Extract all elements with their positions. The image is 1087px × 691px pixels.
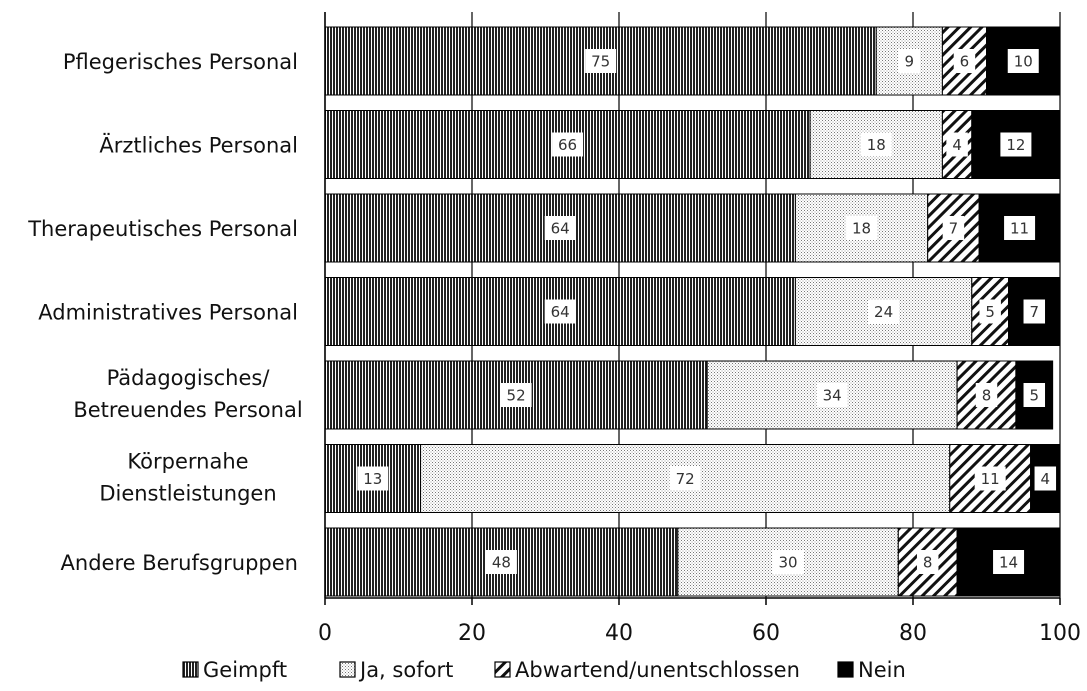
value-label-1-3: 6	[960, 53, 970, 71]
value-label-2-1: 66	[558, 136, 577, 154]
value-label-1-1: 75	[591, 53, 610, 71]
x-tick-label-20: 20	[458, 621, 486, 646]
value-label-5-2: 34	[823, 387, 842, 405]
value-label-box-6-1	[357, 466, 389, 491]
value-label-2-4: 12	[1006, 136, 1025, 154]
value-label-box-7-3	[916, 550, 939, 574]
value-label-7-1: 48	[492, 554, 511, 572]
value-label-6-3: 11	[981, 470, 1000, 488]
category-label-1: Pflegerisches Personal	[63, 50, 298, 74]
x-tick-label-60: 60	[752, 621, 780, 646]
value-label-4-4: 7	[1030, 303, 1040, 321]
value-label-box-2-3	[946, 132, 968, 157]
value-label-box-3-2	[846, 216, 878, 240]
value-label-6-4: 4	[1041, 470, 1051, 488]
value-label-box-4-1	[544, 299, 576, 324]
value-label-6-1: 13	[363, 470, 382, 488]
value-label-box-1-3	[953, 49, 976, 73]
value-label-7-3: 8	[923, 554, 933, 572]
category-label-4: Administratives Personal	[38, 301, 298, 325]
value-label-box-7-2	[772, 550, 804, 574]
bar-segment-1-1	[324, 26, 877, 96]
category-label-3: Therapeutisches Personal	[27, 217, 298, 241]
category-label-6-line-1: Körpernahe	[127, 450, 248, 474]
value-label-3-1: 64	[551, 220, 570, 238]
x-tick-label-100: 100	[1039, 621, 1081, 646]
value-label-box-6-2	[669, 466, 701, 491]
legend-swatch-4	[837, 661, 854, 678]
value-label-4-2: 24	[874, 303, 893, 321]
x-tick-label-40: 40	[605, 621, 633, 646]
legend-swatch-3	[494, 661, 511, 678]
category-labels: Pflegerisches Personal Ärztliches Persona…	[27, 50, 302, 575]
category-label-6-line-2: Dienstleistungen	[99, 482, 276, 506]
value-label-4-1: 64	[551, 303, 570, 321]
value-label-box-1-1	[585, 49, 617, 73]
value-label-box-5-1	[500, 383, 532, 407]
value-label-5-3: 8	[982, 387, 992, 405]
value-label-box-3-3	[942, 216, 965, 240]
legend-swatch-2	[339, 661, 356, 678]
value-label-7-2: 30	[779, 554, 798, 572]
category-label-5-line-1: Pädagogisches/	[107, 366, 271, 390]
value-label-5-1: 52	[507, 387, 526, 405]
x-tick-label-0: 0	[318, 621, 332, 646]
legend-label-1: Geimpft	[203, 658, 287, 682]
value-label-2-2: 18	[867, 136, 886, 154]
value-label-6-2: 72	[676, 470, 695, 488]
value-label-box-4-2	[868, 299, 900, 324]
value-label-5-4: 5	[1030, 387, 1040, 405]
value-label-box-3-1	[544, 216, 576, 240]
value-label-box-5-2	[816, 383, 848, 407]
value-label-box-3-4	[1004, 216, 1036, 240]
value-label-box-2-2	[860, 132, 892, 157]
value-label-1-4: 10	[1014, 53, 1033, 71]
legend-label-4: Nein	[858, 658, 906, 682]
value-label-3-3: 7	[949, 220, 959, 238]
value-label-box-7-4	[993, 550, 1025, 574]
category-label-5-line-2: Betreuendes Personal	[73, 398, 302, 422]
value-label-box-6-3	[974, 466, 1006, 491]
value-label-4-3: 5	[985, 303, 995, 321]
value-label-box-4-3	[979, 299, 1001, 324]
category-label-2: Ärztliches Personal	[99, 133, 298, 158]
value-label-box-2-4	[1000, 132, 1032, 157]
x-tick-label-80: 80	[899, 621, 927, 646]
legend-swatch-1	[182, 661, 199, 678]
value-label-box-2-1	[552, 132, 584, 157]
value-label-3-4: 11	[1010, 220, 1029, 238]
value-label-box-5-3	[975, 383, 998, 407]
value-label-box-5-4	[1023, 383, 1046, 407]
value-label-1-2: 9	[905, 53, 915, 71]
legend: Geimpft Ja, sofort Abwartend/unentschlosse…	[182, 658, 906, 682]
value-label-2-3: 4	[952, 136, 962, 154]
value-label-box-6-4	[1034, 466, 1057, 491]
value-label-3-2: 18	[852, 220, 871, 238]
legend-label-2: Ja, sofort	[358, 658, 453, 682]
legend-label-3: Abwartend/unentschlossen	[515, 658, 800, 682]
value-label-box-1-4	[1007, 49, 1039, 73]
value-label-box-4-4	[1023, 299, 1046, 324]
bars: 75 9 6 10 66 18 4 12 64 18 7 11 64 24 5 7 52 34 8 5 13 72 11 4 4…	[324, 26, 1061, 597]
value-label-box-1-2	[898, 49, 921, 73]
category-label-7: Andere Berufsgruppen	[61, 551, 298, 575]
value-label-7-4: 14	[999, 554, 1018, 572]
value-label-box-7-1	[485, 550, 517, 574]
x-axis: 0 20 40 60 80 100	[318, 12, 1081, 646]
